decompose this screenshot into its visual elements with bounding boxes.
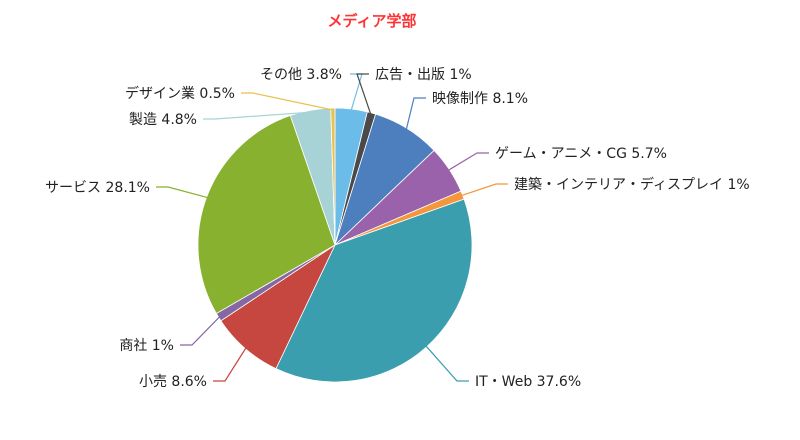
leader-line	[424, 344, 469, 382]
leader-line	[156, 186, 209, 199]
leader-line	[460, 183, 508, 197]
slice-labels: その他 3.8% 広告・出版 1% 映像制作 8.1% ゲーム・アニメ・CG 5.7%…	[45, 67, 750, 390]
leader-line	[356, 73, 372, 116]
slice-label: 製造 4.8%	[129, 112, 197, 128]
slice-label: その他 3.8%	[260, 67, 342, 83]
leader-line	[350, 73, 363, 112]
leader-lines	[156, 73, 508, 382]
pie-slices	[197, 107, 473, 383]
leader-line	[447, 152, 489, 172]
leader-line	[213, 346, 248, 382]
slice-label: ゲーム・アニメ・CG 5.7%	[495, 146, 667, 162]
leader-line	[405, 97, 426, 131]
leader-line	[180, 315, 221, 346]
chart-title: メディア学部	[328, 12, 417, 30]
pie-slice	[330, 107, 336, 246]
slice-label: 商社 1%	[119, 338, 174, 354]
leader-line	[203, 111, 311, 120]
slice-label: IT・Web 37.6%	[475, 374, 581, 390]
slice-label: 小売 8.6%	[139, 374, 207, 390]
slice-label: 建築・インテリア・ディスプレイ 1%	[514, 176, 750, 193]
slice-label: サービス 28.1%	[45, 180, 150, 196]
leader-line	[241, 92, 334, 111]
slice-label: 映像制作 8.1%	[432, 91, 528, 107]
slice-label: 広告・出版 1%	[375, 67, 472, 83]
slice-label: デザイン業 0.5%	[125, 85, 235, 102]
